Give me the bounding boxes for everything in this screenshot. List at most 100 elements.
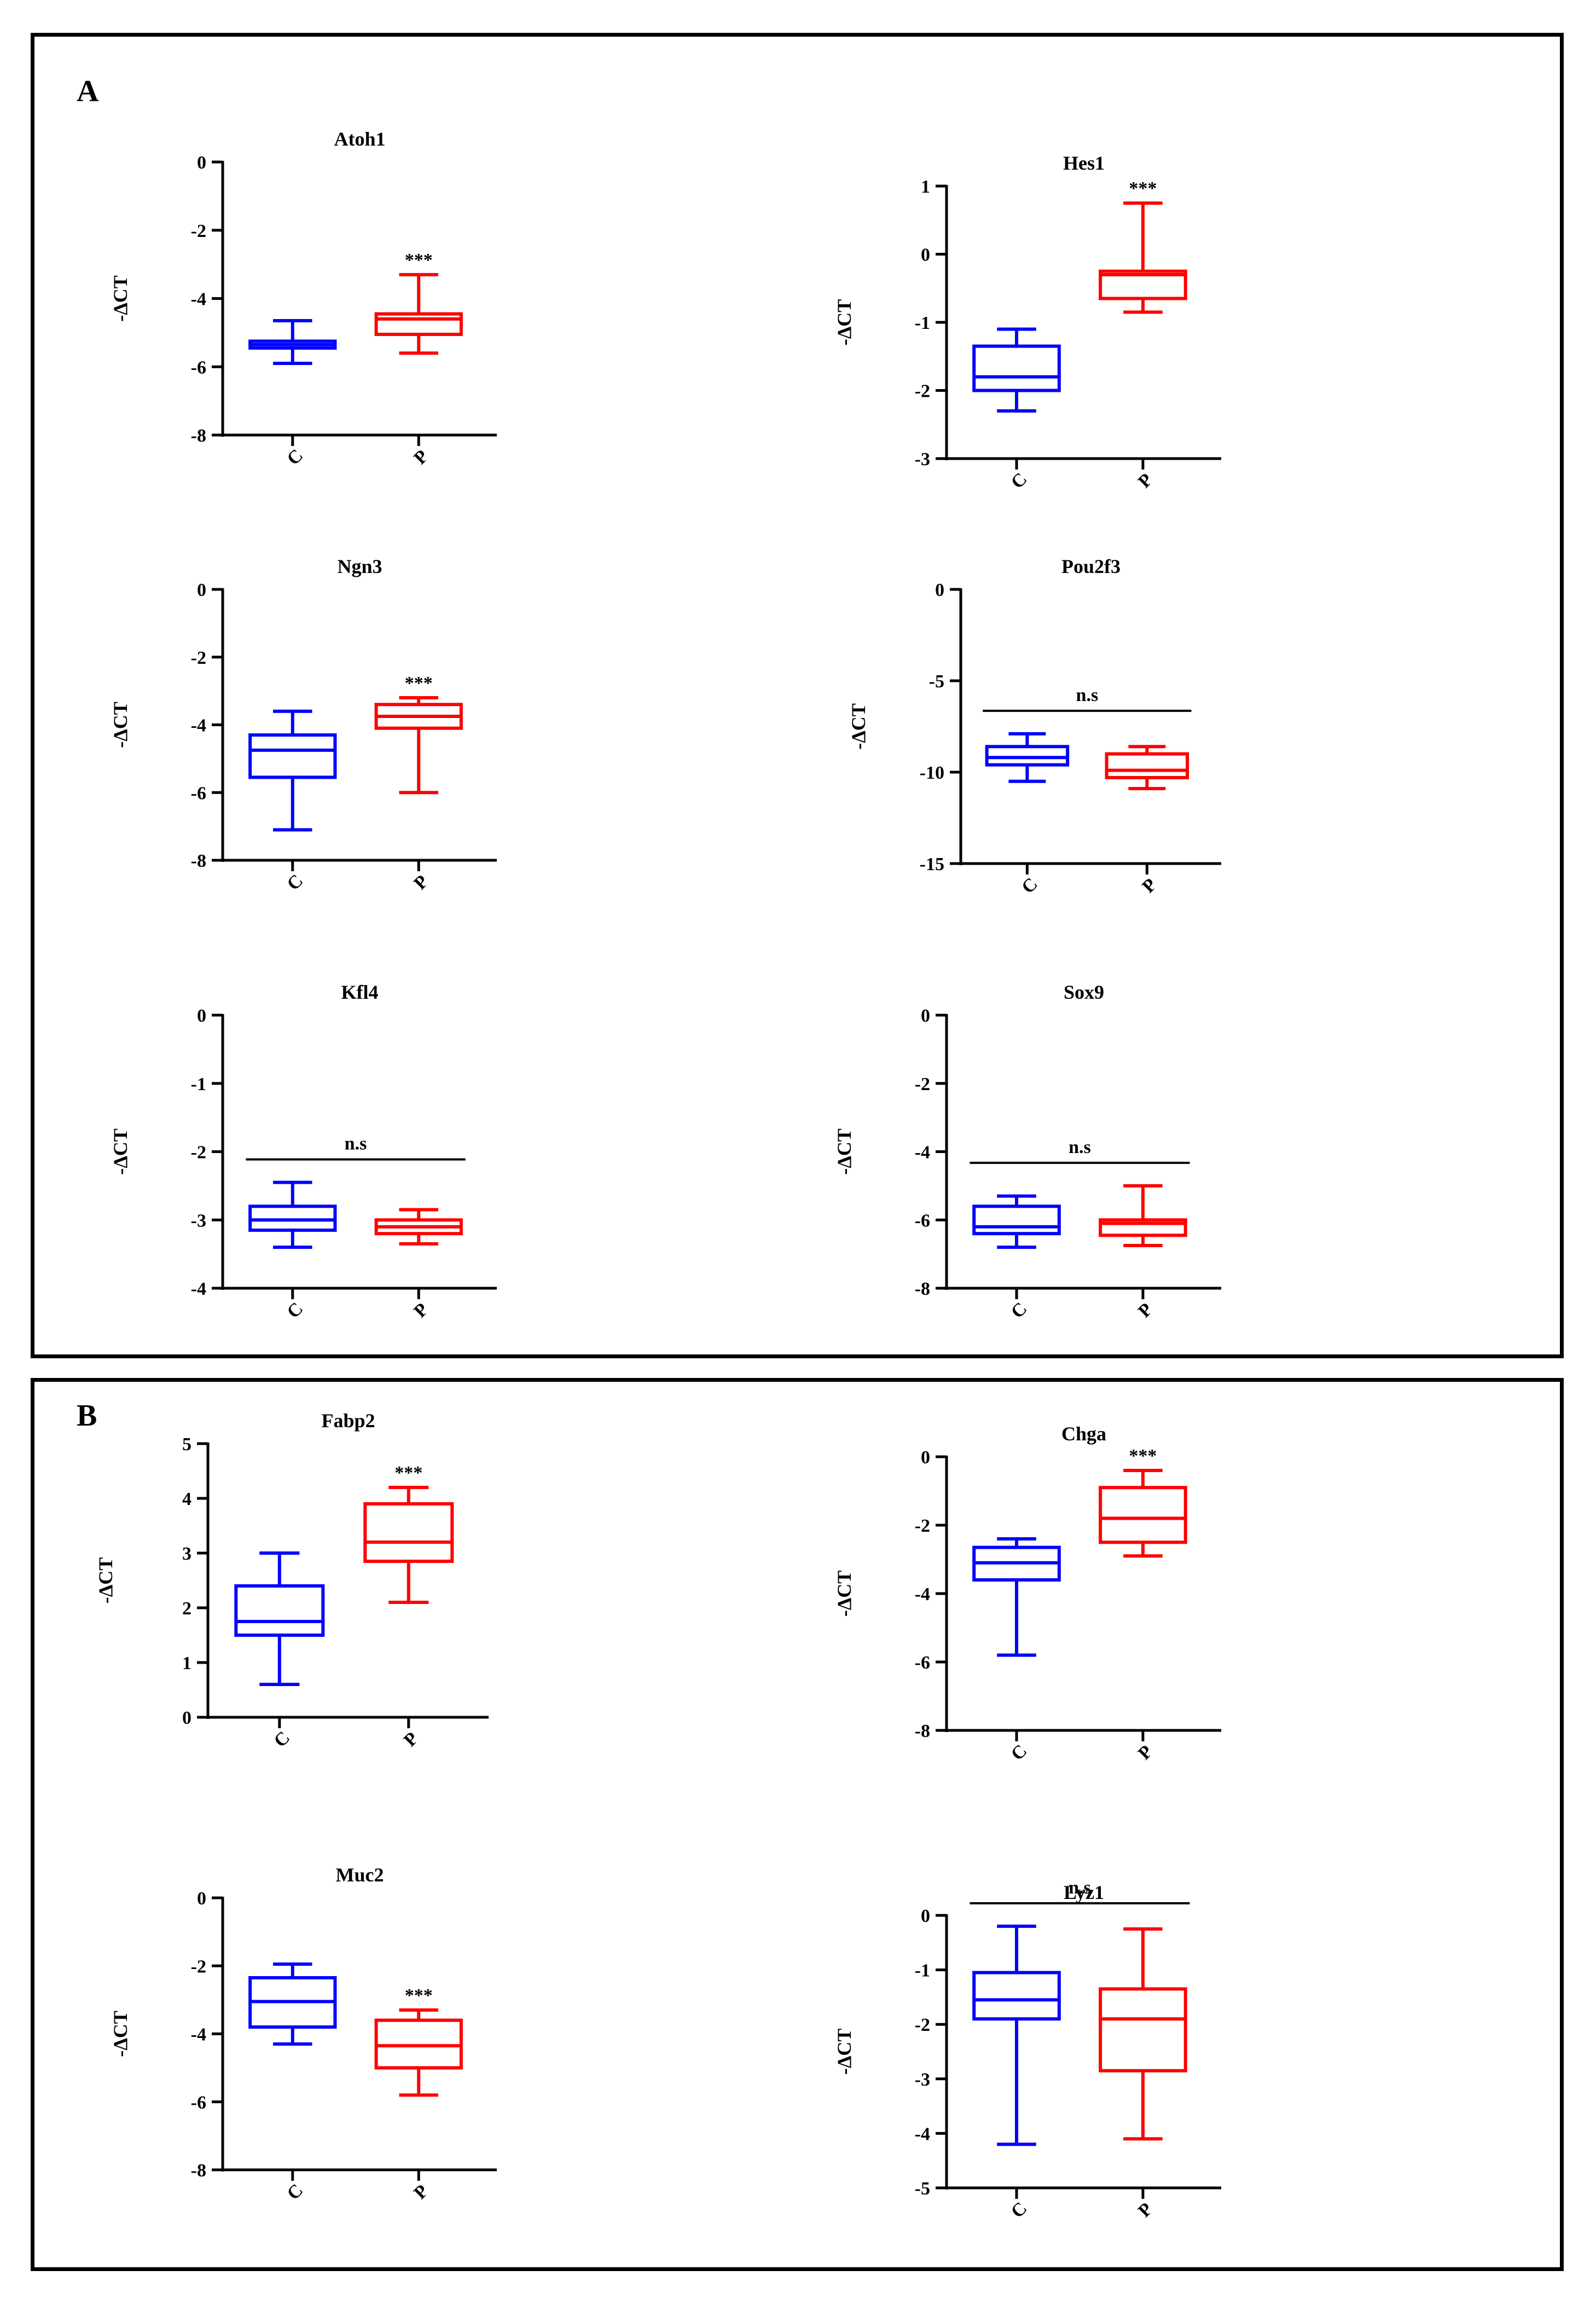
muc2-y-tick-label: -2	[191, 1956, 206, 1977]
ngn3-x-tick-label-p: P	[410, 871, 432, 894]
pou2f3-c-box	[985, 745, 1070, 767]
chga-y-tick-label: -6	[915, 1653, 930, 1673]
atoh1-y-tick-label: -2	[191, 221, 206, 241]
lyz1-y-tick-label: -4	[915, 2124, 930, 2144]
hes1-y-tick-label: -3	[915, 449, 930, 470]
hes1-y-tick-label: 1	[921, 177, 930, 197]
pou2f3-y-axis-label: -ΔCT	[848, 703, 869, 750]
atoh1-p-box	[374, 312, 463, 336]
fabp2-c-box	[234, 1584, 325, 1637]
lyz1-y-tick-label: -3	[915, 2070, 930, 2090]
hes1-significance-label: ***	[1129, 178, 1157, 199]
sox9-y-tick-label: 0	[921, 1006, 930, 1026]
atoh1-y-axis-label: -ΔCT	[109, 275, 131, 322]
kfl4-x-tick-label-c: C	[283, 1299, 307, 1323]
fabp2-chart-title: Fabp2	[321, 1410, 375, 1432]
atoh1-y-tick-label: -8	[191, 426, 206, 446]
fabp2-y-tick-label: 2	[182, 1599, 191, 1619]
chga-chart-title: Chga	[1061, 1423, 1106, 1445]
lyz1-significance-label: n.s	[1069, 1878, 1091, 1898]
chga-x-tick-label-c: C	[1007, 1741, 1031, 1765]
pou2f3-chart-title: Pou2f3	[1061, 555, 1121, 577]
sox9-y-tick-label: -6	[915, 1211, 930, 1231]
hes1-y-tick-label: -1	[915, 313, 930, 333]
pou2f3-y-tick-label: 0	[935, 580, 944, 600]
muc2-y-tick-label: 0	[197, 1889, 206, 1909]
muc2-x-tick-label-c: C	[283, 2180, 307, 2204]
chga-y-tick-label: -4	[915, 1584, 930, 1605]
kfl4-y-tick-label: -2	[191, 1143, 206, 1163]
atoh1-x-tick-label-p: P	[410, 446, 432, 468]
atoh1-y-tick-label: -6	[191, 357, 206, 378]
muc2-y-axis-label: -ΔCT	[109, 2011, 131, 2057]
kfl4-y-axis-label: -ΔCT	[109, 1128, 131, 1175]
pou2f3-y-tick-label: -15	[920, 854, 944, 874]
ngn3-c-box	[248, 733, 337, 779]
kfl4-y-tick-label: 0	[197, 1006, 206, 1026]
chga-p-box	[1099, 1486, 1187, 1544]
sox9-significance-label: n.s	[1069, 1137, 1091, 1157]
chga-significance-label: ***	[1129, 1446, 1157, 1466]
kfl4-significance-label: n.s	[345, 1134, 367, 1154]
muc2-y-tick-label: -6	[191, 2093, 206, 2113]
lyz1-y-axis-label: -ΔCT	[833, 2029, 855, 2075]
atoh1-chart-title: Atoh1	[334, 128, 385, 150]
fabp2-p-box	[363, 1502, 454, 1563]
lyz1-c-box	[972, 1971, 1061, 2021]
fabp2-y-tick-label: 4	[182, 1489, 191, 1509]
pou2f3-p-box	[1105, 752, 1189, 780]
fabp2-y-tick-label: 5	[182, 1434, 191, 1455]
sox9-x-tick-label-p: P	[1134, 1299, 1157, 1322]
sox9-c-box	[972, 1204, 1061, 1236]
fabp2-significance-label: ***	[394, 1463, 422, 1483]
hes1-chart-title: Hes1	[1063, 152, 1105, 174]
chga-x-tick-label-p: P	[1134, 1741, 1157, 1764]
lyz1-y-tick-label: -2	[915, 2015, 930, 2035]
atoh1-y-tick-label: 0	[197, 153, 206, 173]
fabp2-x-tick-label-c: C	[270, 1728, 294, 1752]
pou2f3-y-tick-label: -10	[920, 763, 944, 783]
ngn3-chart-title: Ngn3	[337, 555, 382, 577]
hes1-y-tick-label: 0	[921, 245, 930, 265]
muc2-y-tick-label: -4	[191, 2025, 206, 2045]
ngn3-y-tick-label: -4	[191, 716, 206, 736]
atoh1-y-tick-label: -4	[191, 289, 206, 310]
fabp2-x-tick-label-p: P	[400, 1728, 422, 1751]
ngn3-significance-label: ***	[405, 673, 433, 693]
ngn3-y-axis-label: -ΔCT	[109, 702, 131, 748]
kfl4-y-tick-label: -3	[191, 1211, 206, 1231]
fabp2-y-tick-label: 1	[182, 1653, 191, 1673]
lyz1-x-tick-label-p: P	[1134, 2199, 1157, 2221]
hes1-y-tick-label: -2	[915, 381, 930, 402]
kfl4-x-tick-label-p: P	[410, 1299, 432, 1322]
fabp2-y-tick-label: 3	[182, 1544, 191, 1564]
muc2-x-tick-label-p: P	[410, 2181, 432, 2203]
muc2-y-tick-label: -8	[191, 2161, 206, 2181]
sox9-x-tick-label-c: C	[1007, 1299, 1031, 1323]
ngn3-y-tick-label: -2	[191, 648, 206, 668]
lyz1-p-box	[1099, 1987, 1187, 2072]
sox9-chart-title: Sox9	[1064, 981, 1104, 1003]
hes1-y-axis-label: -ΔCT	[833, 299, 855, 346]
atoh1-significance-label: ***	[405, 250, 433, 270]
atoh1-x-tick-label-c: C	[283, 445, 307, 470]
kfl4-y-tick-label: -1	[191, 1074, 206, 1094]
kfl4-chart-title: Kfl4	[341, 981, 379, 1003]
chga-y-tick-label: 0	[921, 1447, 930, 1468]
chga-y-axis-label: -ΔCT	[833, 1571, 855, 1617]
kfl4-c-box	[248, 1204, 337, 1232]
muc2-significance-label: ***	[405, 1985, 433, 2006]
panel-a-label: A	[77, 74, 99, 108]
chga-y-tick-label: -2	[915, 1516, 930, 1536]
panel-a-frame	[31, 33, 1564, 1358]
muc2-chart-title: Muc2	[336, 1864, 384, 1886]
kfl4-y-tick-label: -4	[191, 1279, 206, 1299]
pou2f3-y-tick-label: -5	[929, 671, 944, 692]
muc2-p-box	[374, 2018, 463, 2070]
ngn3-x-tick-label-c: C	[283, 871, 307, 895]
sox9-y-tick-label: -8	[915, 1279, 930, 1299]
ngn3-y-tick-label: 0	[197, 580, 206, 600]
lyz1-x-tick-label-c: C	[1007, 2198, 1031, 2222]
ngn3-y-tick-label: -8	[191, 851, 206, 871]
